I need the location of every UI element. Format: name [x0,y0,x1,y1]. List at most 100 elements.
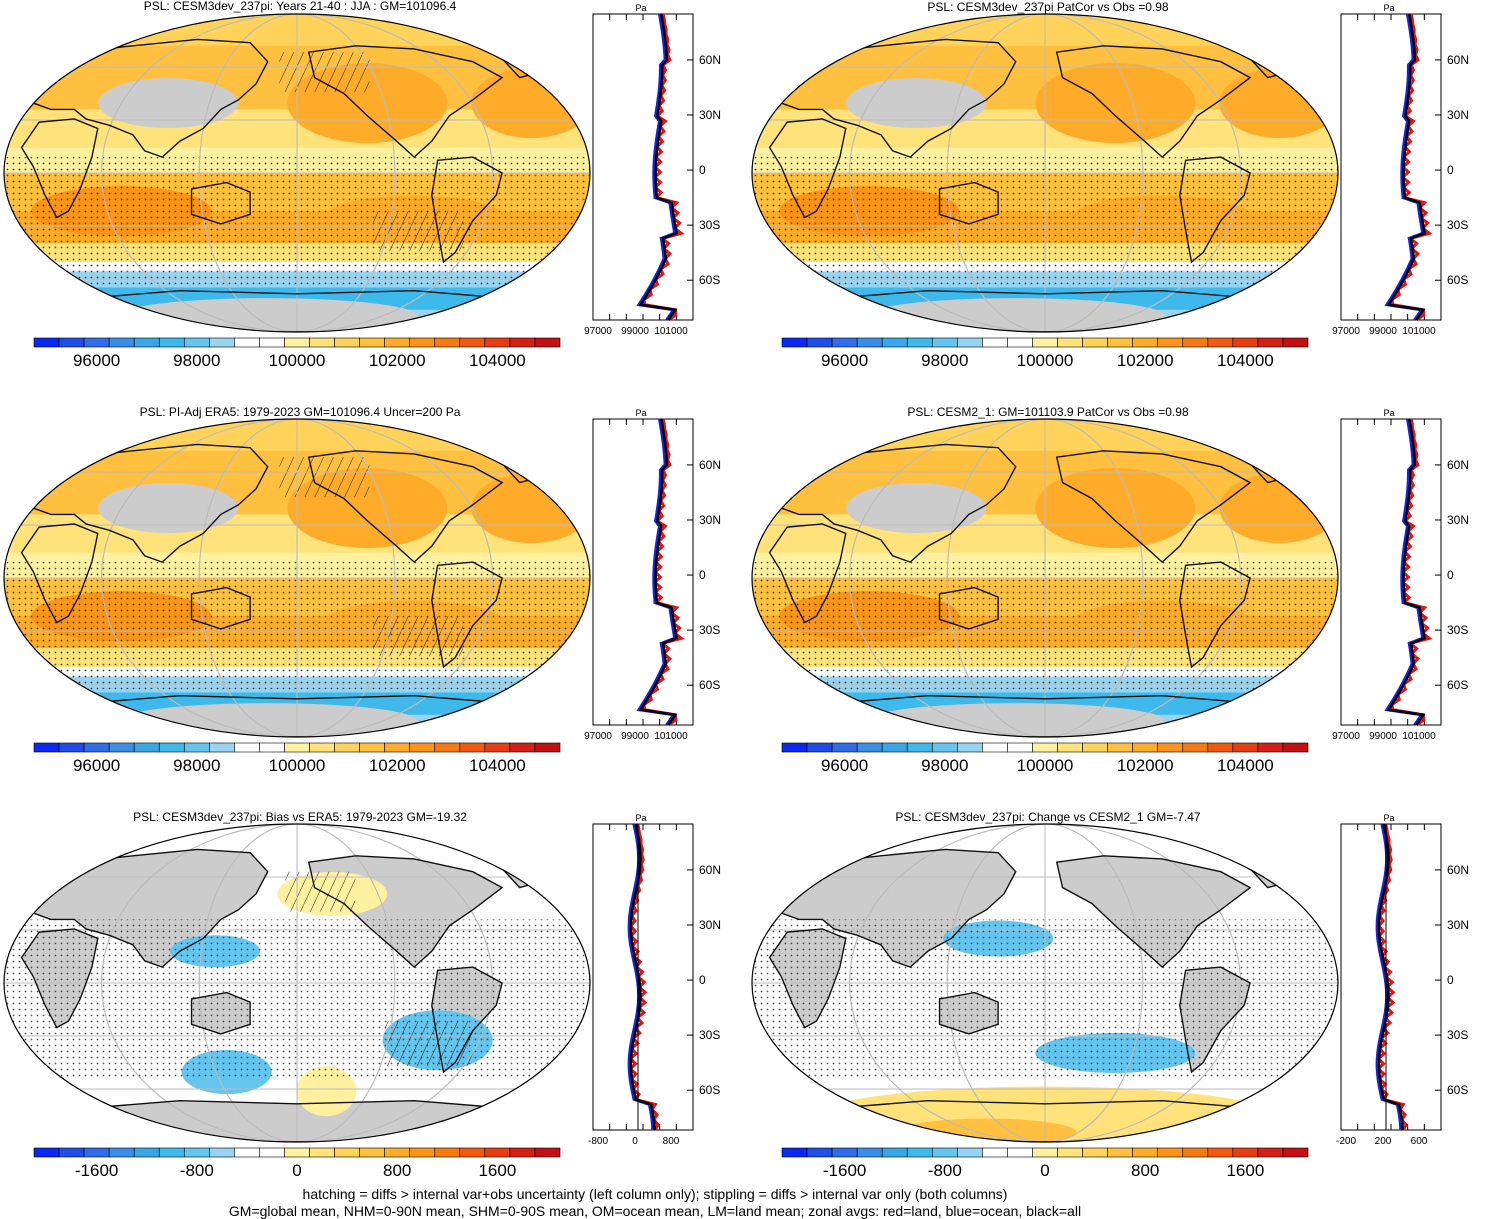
zonal-unit: Pa [635,3,646,13]
colorbar-tick: 104000 [1217,351,1274,370]
colorbar-tick: 98000 [173,351,220,370]
zonal-lat-tick: 0 [1447,973,1454,987]
zonal-lat-tick: 60S [699,273,720,287]
zonal-lat-tick: 60S [1447,678,1468,692]
colorbar-tick: 102000 [1117,756,1174,775]
zonal-x-tick: 600 [1411,1136,1428,1147]
panel-4: PSL: CESM2_1: GM=101103.9 PatCor vs Obs … [748,405,1485,805]
zonal-lat-tick: 30N [699,918,721,932]
colorbar-tick: 800 [1131,1161,1159,1180]
panel-3: PSL: PI-Adj ERA5: 1979-2023 GM=101096.4 … [0,405,737,805]
colorbar-tick: -800 [928,1161,962,1180]
colorbar-tick: 100000 [269,756,326,775]
zonal-lat-tick: 60N [699,458,721,472]
zonal-unit: Pa [635,408,646,418]
zonal-x-tick: 800 [663,1136,680,1147]
zonal-lat-tick: 30S [1447,623,1468,637]
zonal-lat-tick: 60S [699,1083,720,1097]
zonal-unit: Pa [1383,3,1394,13]
zonal-lat-tick: 30S [699,218,720,232]
panel-5: PSL: CESM3dev_237pi: Bias vs ERA5: 1979-… [0,810,737,1210]
colorbar-tick: 0 [292,1161,301,1180]
zonal-x-tick: 99000 [1369,326,1397,337]
colorbar-tick: 96000 [821,351,868,370]
zonal-x-tick: 99000 [621,731,649,742]
colorbar-tick: 100000 [1017,756,1074,775]
panel-6: PSL: CESM3dev_237pi: Change vs CESM2_1 G… [748,810,1485,1210]
zonal-lat-tick: 0 [1447,163,1454,177]
zonal-x-tick: -800 [588,1136,608,1147]
zonal-lat-tick: 60N [1447,458,1469,472]
zonal-x-tick: 0 [632,1136,638,1147]
colorbar-tick: 0 [1040,1161,1049,1180]
zonal-lat-tick: 30S [699,1028,720,1042]
colorbar: 96000 98000 100000 102000 104000 [782,338,1308,370]
zonal-lat-tick: 30S [699,623,720,637]
zonal-x-tick: 97000 [1332,326,1360,337]
colorbar: 96000 98000 100000 102000 104000 [782,743,1308,775]
zonal-x-tick: 99000 [1369,731,1397,742]
colorbar: 96000 98000 100000 102000 104000 [34,743,560,775]
zonal-lat-tick: 30N [699,513,721,527]
zonal-x-tick: 97000 [584,731,612,742]
zonal-lat-tick: 30N [1447,918,1469,932]
zonal-x-tick: 101000 [654,731,688,742]
zonal-x-tick: 200 [1375,1136,1392,1147]
colorbar-tick: 1600 [1226,1161,1264,1180]
colorbar-tick: 98000 [173,756,220,775]
zonal-lat-tick: 60N [699,863,721,877]
colorbar: -1600 -800 0 800 1600 [782,1148,1308,1180]
zonal-unit: Pa [635,813,646,823]
zonal-x-tick: 101000 [1402,731,1436,742]
colorbar-tick: 104000 [469,756,526,775]
zonal-lat-tick: 60S [1447,1083,1468,1097]
colorbar-tick: 100000 [1017,351,1074,370]
zonal-x-tick: 99000 [621,326,649,337]
colorbar-tick: 1600 [478,1161,516,1180]
colorbar-tick: 98000 [921,351,968,370]
colorbar-tick: -1600 [823,1161,866,1180]
zonal-x-tick: 101000 [654,326,688,337]
zonal-lat-tick: 30S [1447,1028,1468,1042]
colorbar-tick: 104000 [1217,756,1274,775]
zonal-lat-tick: 0 [699,163,706,177]
panel-1: PSL: CESM3dev_237pi: Years 21-40 : JJA :… [0,0,737,400]
zonal-lat-tick: 30S [1447,218,1468,232]
zonal-x-tick: 101000 [1402,326,1436,337]
zonal-lat-tick: 60S [699,678,720,692]
colorbar-tick: 98000 [921,756,968,775]
zonal-x-tick: -200 [1336,1136,1356,1147]
zonal-lat-tick: 60N [1447,53,1469,67]
colorbar-tick: 800 [383,1161,411,1180]
footer-line-1: hatching = diffs > internal var+obs unce… [0,1186,1310,1202]
colorbar-tick: 96000 [821,756,868,775]
zonal-lat-tick: 0 [699,973,706,987]
zonal-lat-tick: 60N [1447,863,1469,877]
zonal-lat-tick: 0 [1447,568,1454,582]
zonal-lat-tick: 60N [699,53,721,67]
colorbar-tick: 96000 [73,756,120,775]
zonal-x-tick: 97000 [584,326,612,337]
zonal-unit: Pa [1383,408,1394,418]
colorbar-tick: 102000 [369,756,426,775]
colorbar-tick: 102000 [1117,351,1174,370]
zonal-lat-tick: 60S [1447,273,1468,287]
colorbar-tick: -800 [180,1161,214,1180]
colorbar-tick: 100000 [269,351,326,370]
zonal-lat-tick: 0 [699,568,706,582]
zonal-lat-tick: 30N [1447,513,1469,527]
zonal-unit: Pa [1383,813,1394,823]
colorbar-tick: 96000 [73,351,120,370]
